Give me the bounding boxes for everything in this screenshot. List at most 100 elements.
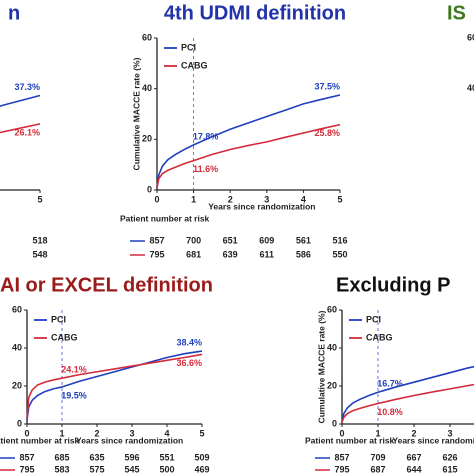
- annotation: 24.1%: [61, 365, 87, 375]
- x-tick-label: 2: [228, 194, 233, 204]
- x-axis-label: Years since randomization: [76, 435, 183, 445]
- x-tick-label: 1: [59, 428, 64, 438]
- at-risk-number: 509: [194, 452, 209, 462]
- series-line: [156, 94, 341, 188]
- at-risk-number: 795: [19, 464, 34, 474]
- y-tick-label: 40: [142, 83, 152, 93]
- y-tick-label: 20: [327, 380, 337, 390]
- x-tick-label: 4: [301, 194, 306, 204]
- at-risk-label: Patient number at risk: [0, 435, 80, 445]
- annotation: 37.3%: [14, 82, 40, 92]
- y-tick-label: 60: [327, 304, 337, 314]
- at-risk-number: 575: [89, 464, 104, 474]
- panel-title: AI or EXCEL definition: [0, 274, 213, 296]
- panel-title: Excluding P: [336, 274, 450, 296]
- at-risk-number: 550: [332, 249, 347, 259]
- annotation: 38.4%: [176, 337, 202, 347]
- x-tick-label: 5: [37, 194, 42, 204]
- x-tick-label: 0: [24, 428, 29, 438]
- at-risk-number: 635: [89, 452, 104, 462]
- legend-label: CABG: [366, 332, 393, 342]
- annotation: 36.6%: [176, 358, 202, 368]
- at-risk-label: Patient number at risk: [305, 435, 395, 445]
- at-risk-number: 709: [370, 452, 385, 462]
- series-line: [0, 123, 41, 134]
- annotation: 10.8%: [377, 407, 403, 417]
- at-risk-number: 681: [186, 249, 201, 259]
- y-tick-label: 0: [332, 418, 337, 428]
- x-tick-label: 5: [337, 194, 342, 204]
- at-risk-number: 469: [194, 464, 209, 474]
- x-tick-label: 3: [264, 194, 269, 204]
- x-tick-label: 4: [164, 428, 169, 438]
- legend-label: PCI: [366, 314, 381, 324]
- at-risk-number: 857: [149, 235, 164, 245]
- y-tick-label: 60: [12, 304, 22, 314]
- y-tick-label: 0: [17, 418, 22, 428]
- at-risk-number: 795: [149, 249, 164, 259]
- panel-title: n: [8, 2, 20, 24]
- annotation: 25.8%: [314, 128, 340, 138]
- y-tick-label: 40: [467, 83, 474, 93]
- series-line: [341, 365, 474, 423]
- x-axis-label: Years since randomization: [208, 201, 315, 211]
- at-risk-number: 583: [54, 464, 69, 474]
- x-tick-label: 2: [94, 428, 99, 438]
- legend-label: CABG: [51, 332, 78, 342]
- panel-title: IS: [447, 2, 466, 24]
- y-tick-label: 20: [142, 134, 152, 144]
- at-risk-number: 857: [334, 452, 349, 462]
- x-tick-label: 0: [154, 194, 159, 204]
- panel-title: 4th UDMI definition: [164, 2, 346, 24]
- series-line: [26, 350, 203, 421]
- annotation: 11.6%: [193, 164, 218, 174]
- y-tick-label: 60: [142, 32, 152, 42]
- y-axis-label: Cumulative MACCE rate (%): [131, 57, 141, 170]
- at-risk-number: 651: [223, 235, 238, 245]
- at-risk-number: 685: [54, 452, 69, 462]
- x-tick-label: 1: [191, 194, 196, 204]
- series-line: [156, 123, 341, 188]
- x-tick-label: 2: [411, 428, 416, 438]
- at-risk-number: 586: [296, 249, 311, 259]
- annotation: 37.5%: [314, 81, 340, 91]
- at-risk-number: 545: [124, 464, 139, 474]
- annotation: 26.1%: [14, 127, 40, 137]
- y-tick-label: 60: [467, 32, 474, 42]
- at-risk-number: 609: [259, 235, 274, 245]
- annotation: 16.7%: [377, 379, 403, 389]
- series-line: [26, 353, 203, 419]
- annotation: 19.5%: [61, 390, 87, 400]
- y-tick-label: 0: [147, 184, 152, 194]
- at-risk-number: 644: [406, 464, 421, 474]
- at-risk-number: 857: [19, 452, 34, 462]
- at-risk-number: 795: [334, 464, 349, 474]
- at-risk-number: 596: [124, 452, 139, 462]
- at-risk-number: 551: [159, 452, 174, 462]
- x-axis-label: Years since randomization: [392, 435, 474, 445]
- at-risk-number: 518: [32, 235, 47, 245]
- legend-label: PCI: [181, 42, 196, 52]
- x-tick-label: 3: [129, 428, 134, 438]
- x-tick-label: 5: [199, 428, 204, 438]
- y-axis-label: Cumulative MACCE rate (%): [316, 310, 326, 423]
- legend-label: PCI: [51, 314, 66, 324]
- at-risk-number: 500: [159, 464, 174, 474]
- series-line: [0, 94, 41, 108]
- at-risk-number: 561: [296, 235, 311, 245]
- at-risk-number: 516: [332, 235, 347, 245]
- y-tick-label: 20: [12, 380, 22, 390]
- x-tick-label: 3: [447, 428, 452, 438]
- at-risk-number: 639: [223, 249, 238, 259]
- x-tick-label: 0: [339, 428, 344, 438]
- x-tick-label: 1: [375, 428, 380, 438]
- at-risk-number: 615: [442, 464, 457, 474]
- at-risk-number: 687: [370, 464, 385, 474]
- at-risk-number: 700: [186, 235, 201, 245]
- at-risk-number: 667: [406, 452, 421, 462]
- at-risk-label: Patient number at risk: [120, 213, 210, 223]
- legend-label: CABG: [181, 60, 208, 70]
- at-risk-number: 548: [32, 249, 47, 259]
